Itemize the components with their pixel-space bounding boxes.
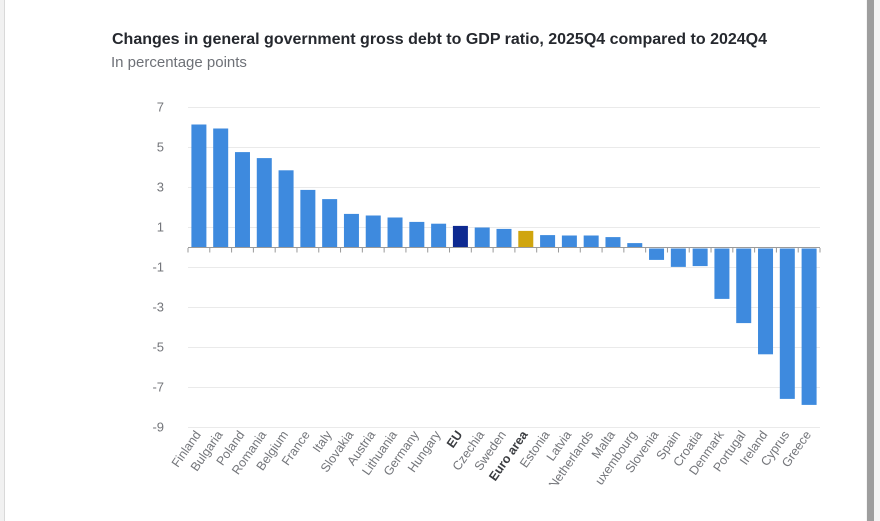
svg-text:7: 7 [157,100,164,115]
svg-text:-5: -5 [152,340,164,355]
svg-text:-9: -9 [152,420,164,435]
svg-text:-7: -7 [152,380,164,395]
svg-text:-3: -3 [152,300,164,315]
svg-text:3: 3 [157,180,164,195]
svg-text:1: 1 [157,220,164,235]
svg-text:-1: -1 [152,260,164,275]
svg-text:5: 5 [157,140,164,155]
